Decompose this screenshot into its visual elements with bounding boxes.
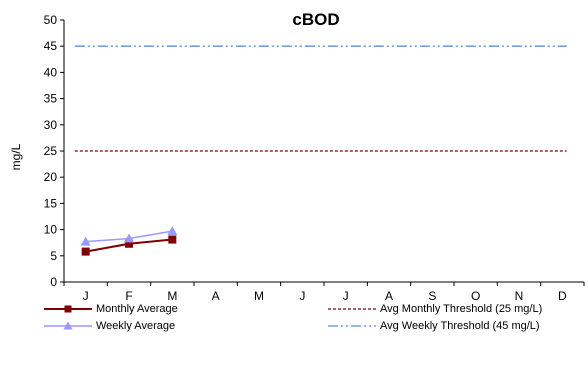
y-tick-label: 15	[44, 196, 58, 210]
legend-item-monthly-average: Monthly Average	[42, 302, 178, 316]
data-point-weekly	[167, 226, 178, 236]
legend-label-weekly-average: Weekly Average	[96, 320, 176, 332]
y-tick-label: 35	[44, 92, 58, 106]
data-point-weekly	[80, 236, 91, 246]
x-tick-label: J	[343, 289, 349, 303]
y-tick-label: 30	[44, 118, 58, 132]
chart-title: cBOD	[292, 10, 339, 29]
x-tick-label: A	[212, 289, 220, 303]
data-point-monthly	[168, 235, 177, 244]
data-point-monthly	[81, 247, 90, 256]
y-tick-label: 0	[50, 275, 57, 289]
legend-label-weekly-threshold: Avg Weekly Threshold (45 mg/L)	[380, 320, 540, 332]
legend-swatch-weekly-threshold	[328, 325, 376, 327]
x-tick-label: A	[385, 289, 393, 303]
x-tick-label: O	[471, 289, 480, 303]
x-tick-label: D	[558, 289, 567, 303]
y-tick-label: 45	[44, 39, 58, 53]
x-tick-label: M	[254, 289, 264, 303]
data-point-monthly	[125, 239, 133, 248]
y-tick-label: 10	[44, 223, 58, 237]
y-tick-label: 5	[50, 249, 57, 263]
x-tick-label: M	[167, 289, 177, 303]
y-tick-label: 25	[44, 144, 58, 158]
x-tick-label: S	[428, 289, 436, 303]
x-tick-label: J	[299, 289, 305, 303]
y-axis-label: mg/L	[9, 143, 23, 170]
y-tick-label: 50	[44, 13, 58, 27]
legend-item-weekly-average: Weekly Average	[42, 319, 175, 333]
x-tick-label: F	[125, 289, 132, 303]
legend-item-weekly-threshold: Avg Weekly Threshold (45 mg/L)	[326, 319, 540, 333]
y-tick-labels: 0 5 10 15 20 25 30 35 40 45 50	[44, 13, 58, 289]
data-point-weekly	[124, 233, 134, 243]
legend-label-monthly-average: Monthly Average	[96, 303, 178, 315]
series-points	[80, 226, 178, 256]
axes	[60, 19, 585, 286]
legend-swatch-monthly-threshold	[328, 308, 376, 310]
legend-label-monthly-threshold: Avg Monthly Threshold (25 mg/L)	[380, 303, 543, 315]
y-tick-label: 20	[44, 170, 58, 184]
x-tick-label: J	[83, 289, 89, 303]
legend-swatch-weekly	[44, 321, 92, 330]
x-tick-label: N	[515, 289, 524, 303]
legend-swatch-monthly	[44, 305, 92, 313]
legend-item-monthly-threshold: Avg Monthly Threshold (25 mg/L)	[326, 302, 542, 316]
y-tick-label: 40	[44, 65, 58, 79]
threshold-lines	[74, 45, 567, 152]
